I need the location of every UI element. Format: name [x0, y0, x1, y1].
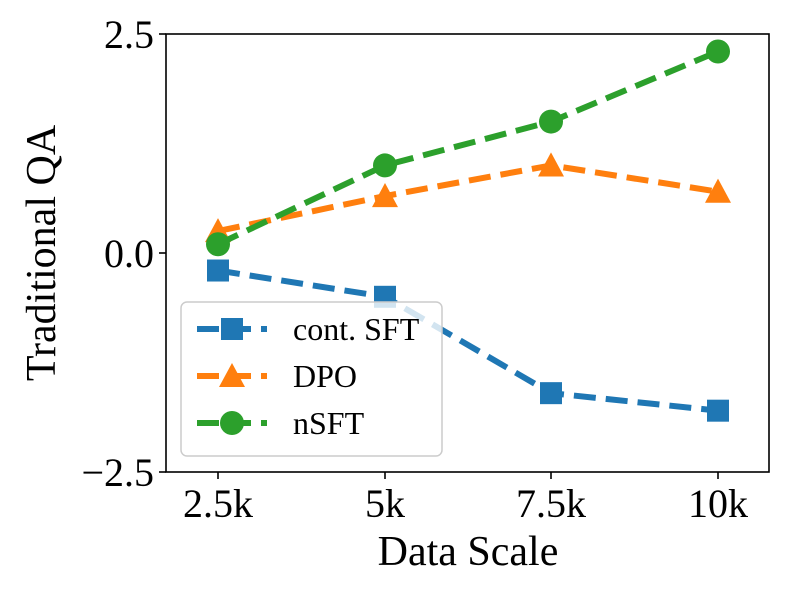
series-line-nsft: [216, 48, 720, 247]
legend-marker: [221, 318, 243, 340]
data-point-dpo: [372, 183, 398, 208]
data-point-nsft: [539, 109, 563, 134]
legend-label: cont. SFT: [293, 311, 420, 347]
x-axis: 2.5k 5k 7.5k 10k: [183, 472, 748, 526]
x-axis-label: Data Scale: [378, 529, 559, 575]
x-tick-label: 2.5k: [183, 481, 253, 526]
series-line-cont-sft: [217, 267, 719, 414]
legend-label: DPO: [293, 358, 357, 394]
legend: cont. SFT DPO nSFT: [180, 301, 443, 457]
y-tick-label: −2.5: [81, 450, 154, 495]
data-point-nsft: [706, 39, 730, 64]
y-tick-label: 2.5: [104, 12, 154, 57]
data-point-nsft: [206, 232, 230, 257]
data-point-nsft: [373, 153, 397, 178]
x-tick-label: 7.5k: [516, 481, 586, 526]
y-axis: −2.5 0.0 2.5: [81, 12, 166, 495]
legend-marker: [219, 363, 245, 388]
legend-box: [180, 301, 443, 457]
y-tick-label: 0.0: [104, 231, 154, 276]
series-layer: [205, 39, 731, 422]
data-point-dpo: [705, 178, 731, 203]
series-line-dpo: [217, 162, 719, 235]
data-point-dpo: [538, 152, 564, 177]
x-tick-label: 5k: [365, 481, 405, 526]
data-point-cont-sft: [207, 259, 229, 282]
legend-label: nSFT: [293, 405, 365, 441]
y-axis-label: Traditional QA: [19, 124, 65, 381]
legend-marker: [220, 411, 244, 435]
data-point-cont-sft: [540, 382, 562, 405]
x-tick-label: 10k: [688, 481, 748, 526]
data-point-cont-sft: [707, 399, 729, 422]
